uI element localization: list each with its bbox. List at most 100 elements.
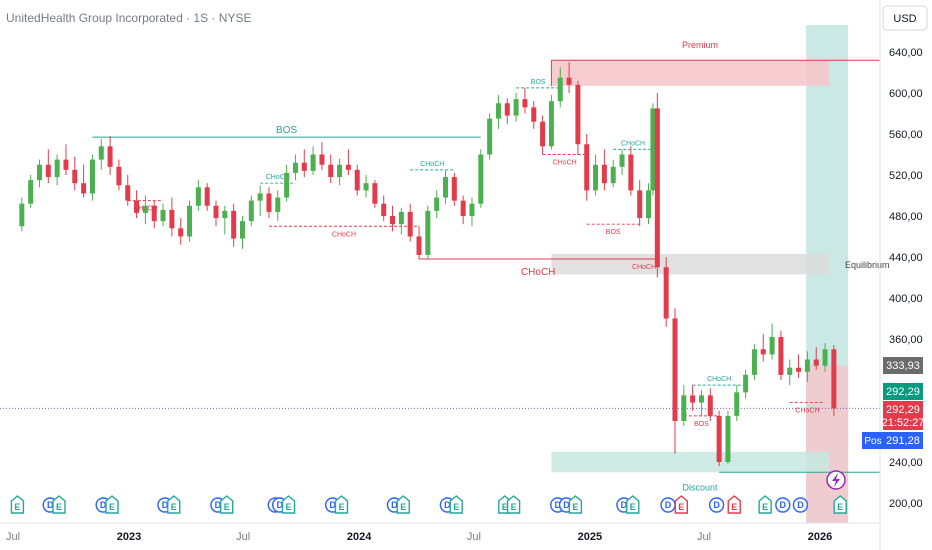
candle-body-91	[813, 359, 819, 366]
structure-label-9: CHoCH	[621, 140, 645, 147]
pos-price-text: 291,28	[886, 435, 920, 447]
candle-body-58	[531, 107, 537, 122]
currency-button[interactable]: USD	[882, 5, 928, 31]
earnings-icon-11	[281, 495, 296, 514]
dividend-icon-31	[792, 497, 809, 513]
candle-body-0	[19, 203, 25, 227]
candle-body-33	[310, 154, 316, 171]
flash-icon-bolt	[832, 473, 840, 487]
candle-body-26	[248, 200, 254, 222]
candle-body-56	[513, 99, 519, 116]
event-letter-21: D	[563, 500, 570, 510]
candle-body-64	[584, 144, 590, 191]
earnings-icon-22	[568, 495, 583, 514]
flash-icon[interactable]	[826, 470, 846, 490]
green-price-text: 292,29	[886, 386, 920, 398]
candle-body-20	[195, 187, 201, 206]
candle-body-70	[637, 190, 643, 219]
candle-body-6	[72, 169, 78, 184]
y-tick-label-7: 360,00	[889, 334, 923, 346]
structure-label-11: BOS	[694, 421, 709, 428]
candle-body-18	[178, 228, 184, 237]
candle-body-67	[610, 166, 616, 184]
zone-discount	[551, 451, 829, 473]
event-letter-15: E	[400, 502, 406, 512]
pos-label[interactable]: Pos	[864, 436, 881, 447]
currency-label[interactable]: USD	[893, 13, 916, 25]
candle-body-10	[107, 146, 113, 167]
candle-body-81	[725, 415, 731, 462]
event-letter-4: E	[109, 502, 115, 512]
event-letter-1: D	[47, 500, 54, 510]
y-tick-label-9: 200,00	[889, 498, 923, 510]
candle-body-93	[831, 349, 837, 409]
candle-body-19	[187, 205, 193, 237]
candle-body-3	[45, 164, 51, 178]
candle-body-25	[239, 221, 245, 239]
candle-body-43	[398, 211, 404, 225]
candle-body-41	[381, 203, 387, 216]
candle-body-39	[363, 183, 369, 191]
earnings-icon-13	[334, 495, 349, 514]
x-tick-label-5: 2025	[578, 531, 602, 543]
candle-body-52	[478, 154, 484, 204]
countdown-text: 21:52:27	[882, 417, 925, 429]
dividend-icon-27	[708, 497, 725, 513]
structure-label-0: BOS	[276, 125, 297, 136]
event-letter-29: E	[762, 502, 768, 512]
earnings-icon-17	[449, 495, 463, 514]
structure-label-6: CHoCH	[521, 267, 555, 278]
earnings-icon-4	[105, 495, 119, 514]
event-letter-19: E	[511, 502, 517, 512]
candle-body-32	[301, 162, 307, 171]
x-tick-label-7: 2026	[808, 531, 832, 543]
candle-body-11	[116, 166, 122, 186]
candle-body-55	[504, 103, 510, 116]
currency-button-frame[interactable]	[882, 5, 928, 31]
zone-premium	[551, 60, 829, 86]
event-letter-16: D	[444, 500, 451, 510]
x-tick-label-1: 2023	[117, 531, 141, 543]
candle-body-51	[469, 203, 475, 216]
candles-layer	[19, 62, 837, 467]
earnings-icon-26	[674, 495, 688, 514]
candle-body-44	[407, 211, 413, 237]
structure-label-13: CHoCH	[795, 408, 819, 415]
candle-body-1	[28, 180, 34, 204]
candle-body-23	[222, 210, 228, 219]
x-tick-label-0: Jul	[6, 531, 20, 543]
event-letter-30: D	[780, 500, 787, 510]
event-letter-10: D	[276, 500, 283, 510]
event-letter-14: D	[391, 500, 398, 510]
candle-body-24	[231, 210, 237, 239]
candle-body-5	[63, 159, 69, 170]
event-letter-13: E	[338, 502, 344, 512]
pos-price-tag	[884, 432, 923, 449]
earnings-icon-2	[52, 495, 66, 514]
candle-body-74	[663, 267, 669, 319]
event-letter-20: D	[554, 500, 561, 510]
y-tick-label-6: 400,00	[889, 293, 923, 305]
pos-tag[interactable]	[862, 432, 884, 449]
candle-body-35	[328, 164, 334, 178]
structure-label-4: CHoCH	[332, 231, 356, 238]
dividend-icon-30	[775, 497, 791, 513]
event-letter-18: E	[502, 502, 508, 512]
zone-label-equilibrium: Equilibrium	[845, 260, 890, 270]
candle-body-68	[619, 154, 625, 167]
earnings-icon-0	[10, 495, 25, 514]
x-tick-label-3: 2024	[347, 531, 372, 543]
candle-body-86	[769, 336, 775, 355]
candle-body-42	[390, 216, 396, 225]
candle-body-36	[337, 164, 343, 178]
candle-body-84	[751, 349, 757, 375]
candle-body-40	[372, 183, 378, 204]
candle-body-48	[443, 177, 449, 198]
zone-label-discount: Discount	[682, 482, 718, 492]
candle-body-8	[89, 159, 95, 194]
zone-label-premium: Premium	[682, 40, 718, 50]
candle-body-30	[284, 172, 290, 198]
